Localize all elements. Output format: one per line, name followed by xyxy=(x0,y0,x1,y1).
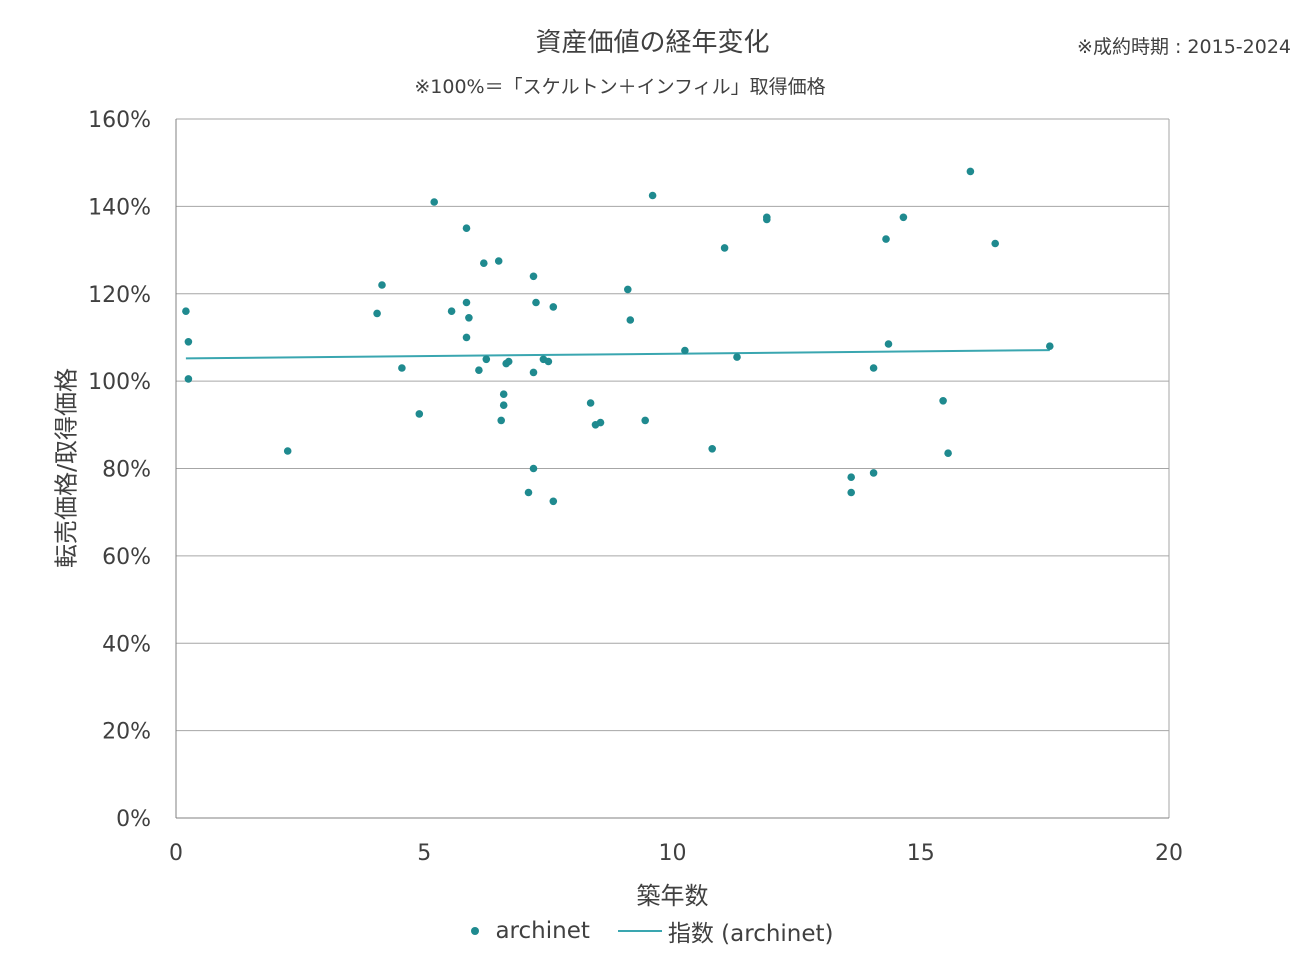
grid-lines xyxy=(176,118,1169,819)
data-point xyxy=(966,167,975,176)
data-point xyxy=(549,303,558,311)
data-point xyxy=(626,316,635,324)
data-point xyxy=(944,449,952,458)
legend: archinet 指数 (archinet) xyxy=(0,914,1305,948)
data-point xyxy=(529,464,538,473)
data-point xyxy=(869,364,878,372)
data-point xyxy=(373,309,381,318)
data-point xyxy=(869,469,878,477)
data-point xyxy=(733,353,741,361)
data-point xyxy=(184,338,193,346)
data-point xyxy=(991,239,999,248)
chart-subtitle: ※100%＝「スケルトン＋インフィル」取得価格 xyxy=(414,76,826,98)
y-tick-labels: 0% 20% 40% 60% 80% 100% 120% 140% 160% xyxy=(88,108,151,832)
x-tick-label: 5 xyxy=(417,841,431,866)
y-axis-label: 転売価格/取得価格 xyxy=(52,367,81,569)
y-tick-label: 160% xyxy=(88,108,151,133)
data-point xyxy=(720,244,729,252)
trend-line xyxy=(185,349,1050,360)
trend-line-layer xyxy=(185,349,1050,360)
legend-item-index: 指数 (archinet) xyxy=(617,914,834,948)
y-tick-label: 60% xyxy=(102,545,151,570)
x-tick-label: 20 xyxy=(1155,841,1183,866)
x-tick-labels: 0 5 10 15 20 xyxy=(169,841,1183,866)
data-point xyxy=(596,418,605,427)
x-tick-label: 0 xyxy=(169,841,183,866)
data-point xyxy=(462,224,471,232)
data-point xyxy=(586,399,595,407)
data-point xyxy=(430,198,439,206)
chart-title: 資産価値の経年変化 xyxy=(535,28,770,58)
y-tick-label: 120% xyxy=(88,283,151,308)
data-point xyxy=(763,215,771,224)
legend-label-archinet: archinet xyxy=(495,918,590,944)
data-point xyxy=(462,333,471,342)
data-point xyxy=(529,368,538,377)
data-point xyxy=(899,213,908,222)
y-tick-label: 80% xyxy=(102,458,151,483)
y-tick-label: 100% xyxy=(88,370,151,395)
data-point xyxy=(549,497,558,506)
legend-item-archinet: archinet xyxy=(471,914,590,948)
data-point xyxy=(847,473,855,482)
data-point xyxy=(462,298,471,307)
data-point xyxy=(504,357,513,366)
data-point xyxy=(624,285,632,294)
data-point xyxy=(882,235,890,243)
data-point xyxy=(465,314,473,322)
data-point xyxy=(648,191,657,200)
data-point xyxy=(494,257,503,265)
data-point xyxy=(524,488,533,497)
x-axis-label: 築年数 xyxy=(636,882,709,910)
data-point xyxy=(544,357,553,366)
y-tick-label: 40% xyxy=(102,632,151,657)
data-point xyxy=(529,272,538,281)
data-point xyxy=(681,346,689,355)
data-point xyxy=(480,259,488,268)
axes xyxy=(175,119,1170,819)
data-point xyxy=(641,416,649,425)
data-point xyxy=(283,447,292,455)
data-point xyxy=(475,366,483,375)
legend-marker-line xyxy=(617,930,662,932)
data-point xyxy=(532,298,540,307)
data-point xyxy=(939,397,947,405)
legend-marker-dot xyxy=(471,927,480,935)
data-point xyxy=(398,364,406,372)
data-point xyxy=(378,281,386,289)
y-tick-label: 0% xyxy=(116,807,151,832)
data-point xyxy=(182,307,190,316)
legend-label-index: 指数 (archinet) xyxy=(667,921,834,947)
data-point xyxy=(497,416,506,425)
data-point xyxy=(499,390,508,399)
y-tick-label: 20% xyxy=(102,720,151,745)
x-tick-label: 10 xyxy=(659,841,687,866)
data-point xyxy=(1046,342,1054,351)
data-points xyxy=(182,167,1054,506)
x-tick-label: 15 xyxy=(907,841,935,866)
data-point xyxy=(184,375,193,383)
data-point xyxy=(708,445,716,453)
period-note: ※成約時期 : 2015-2024 xyxy=(1077,36,1291,58)
data-point xyxy=(884,340,893,348)
y-tick-label: 140% xyxy=(88,195,151,220)
data-point xyxy=(447,307,456,316)
data-point xyxy=(847,488,855,497)
data-point xyxy=(415,410,424,418)
data-point xyxy=(499,401,508,410)
data-point xyxy=(482,355,491,364)
